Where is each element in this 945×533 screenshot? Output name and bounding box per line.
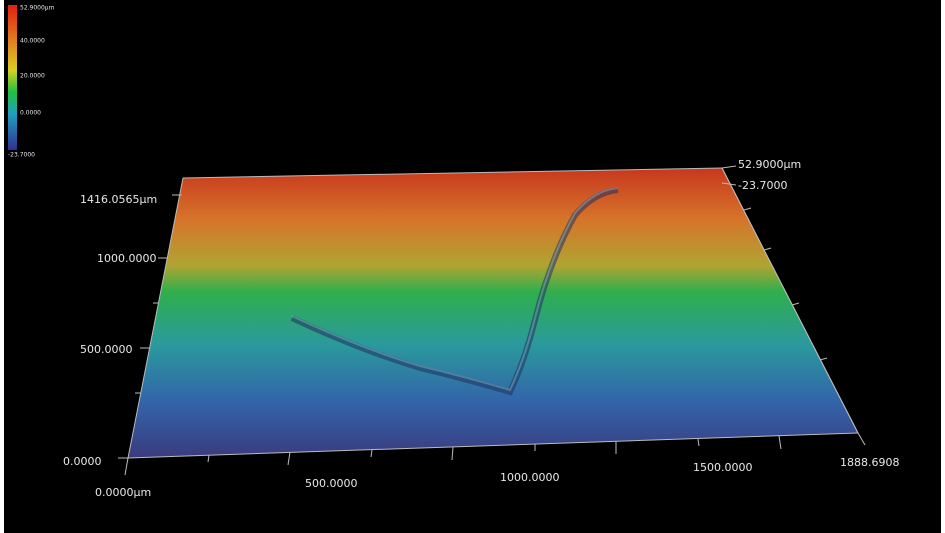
colorbar-gradient: [8, 5, 17, 150]
x-axis-label: 1000.0000: [500, 471, 560, 484]
z-axis-label: 52.9000µm: [738, 158, 801, 171]
x-axis-label: 1888.6908: [840, 456, 900, 469]
x-axis-label: 500.0000: [305, 477, 358, 490]
colorbar-label: 40.0000: [20, 38, 45, 45]
colorbar-label: 52.9000µm: [20, 5, 55, 12]
colorbar-label: -23.7000: [8, 152, 35, 159]
colorbar-label: 0.0000: [20, 110, 41, 117]
x-axis-label: 0.0000µm: [95, 486, 151, 499]
y-axis-label: 0.0000: [63, 455, 102, 468]
x-axis-label: 1500.0000: [693, 461, 753, 474]
y-axis-label: 500.0000: [80, 343, 133, 356]
y-axis-label: 1416.0565µm: [80, 193, 157, 206]
colorbar-label: 20.0000: [20, 73, 45, 80]
z-axis-label: -23.7000: [738, 179, 787, 192]
y-axis-label: 1000.0000: [97, 252, 157, 265]
surface-view: 52.9000µm 40.0000 20.0000 0.0000 -23.700…: [0, 0, 945, 533]
viewer: 52.9000µm 40.0000 20.0000 0.0000 -23.700…: [0, 0, 945, 533]
